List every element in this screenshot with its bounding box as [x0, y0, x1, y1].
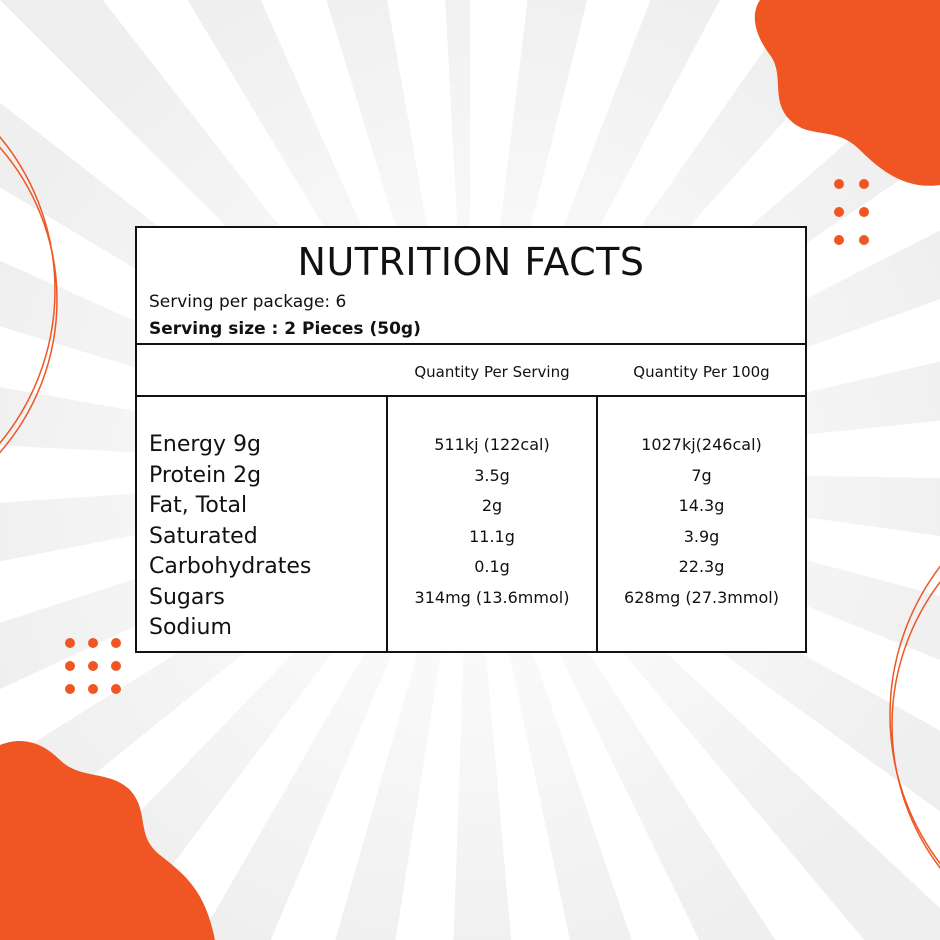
dots-top-right [834, 179, 869, 245]
title: NUTRITION FACTS [297, 240, 645, 284]
table-cell: 14.3g [678, 496, 725, 515]
column-divider [386, 396, 388, 651]
table-cell: 22.3g [678, 557, 725, 576]
table-cell: 11.1g [469, 526, 515, 546]
table-cell: Fat, Total [149, 493, 248, 518]
table-cell: 7g [691, 465, 712, 485]
column-header: Quantity Per 100g [633, 363, 770, 381]
nutrition-table: NUTRITION FACTS Serving per package: 6 S… [135, 226, 807, 653]
divider [137, 343, 805, 345]
table-cell: 628mg (27.3mmol) [624, 587, 779, 607]
divider [137, 395, 805, 397]
column-divider [596, 396, 598, 651]
blob-top-right [754, 0, 940, 186]
table-cell: 0.1g [474, 557, 510, 576]
serving-per-package: Serving per package: 6 [149, 292, 347, 312]
per-100g-list: 1027kj(246cal) 7g 14.3g 3.9g 22.3g 628mg (27.… [598, 430, 805, 613]
arcs-left [0, 136, 58, 454]
dots-bottom-left [65, 638, 121, 694]
table-cell: 2g [481, 496, 503, 515]
column-header: Quantity Per Serving [414, 363, 570, 381]
table-cell: 314mg (13.6mmol) [414, 587, 570, 607]
table-cell: Saturated [149, 523, 258, 549]
table-cell: Energy 9g [149, 432, 261, 457]
table-cell: 3.5g [474, 465, 510, 485]
arcs-right [889, 565, 940, 869]
table-cell: 3.9g [683, 526, 720, 546]
table-cell: Sugars [149, 584, 225, 610]
nutrient-list: Energy 9g Protein 2g Fat, Total Saturated Ca… [149, 430, 311, 644]
table-cell: Protein 2g [149, 462, 262, 488]
table-cell: 1027kj(246cal) [641, 435, 762, 454]
serving-size: Serving size : 2 Pieces (50g) [149, 319, 421, 339]
table-cell: Carbohydrates [149, 554, 312, 579]
blob-bottom-left [0, 740, 215, 940]
per-serving-list: 511kj (122cal) 3.5g 2g 11.1g 0.1g 314mg (13.6… [388, 430, 596, 613]
table-cell: 511kj (122cal) [434, 435, 550, 454]
table-cell: Sodium [149, 615, 232, 640]
